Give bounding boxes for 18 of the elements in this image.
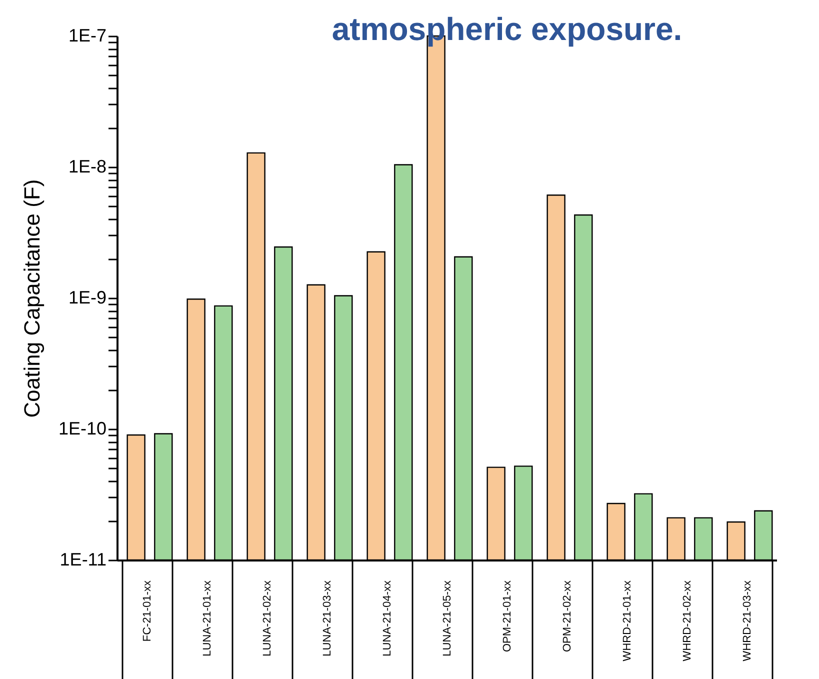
x-tick-label: LUNA-21-03-xx — [322, 580, 334, 656]
x-tick-label: WHRD-21-03-xx — [742, 580, 754, 662]
x-tick-label: OPM-21-01-xx — [502, 580, 514, 652]
y-axis-title: Coating Capacitance (F) — [19, 179, 44, 418]
chart-title: atmospheric exposure. — [332, 11, 682, 47]
x-tick-label: OPM-21-02-xx — [562, 580, 574, 652]
x-tick-label: WHRD-21-02-xx — [682, 580, 694, 662]
x-tick-label: LUNA-21-05-xx — [442, 580, 454, 656]
y-tick-label: 1E-9 — [68, 288, 106, 308]
x-tick-label: LUNA-21-04-xx — [382, 580, 394, 656]
y-tick-label: 1E-7 — [68, 26, 106, 46]
y-tick-label: 1E-10 — [58, 418, 106, 438]
x-tick-label: LUNA-21-02-xx — [262, 580, 274, 656]
y-tick-label: 1E-11 — [60, 550, 106, 570]
x-tick-label: FC-21-01-xx — [142, 580, 154, 642]
y-tick-label: 1E-8 — [68, 156, 106, 176]
x-tick-label: WHRD-21-01-xx — [622, 580, 634, 662]
x-tick-label: LUNA-21-01-xx — [202, 580, 214, 656]
